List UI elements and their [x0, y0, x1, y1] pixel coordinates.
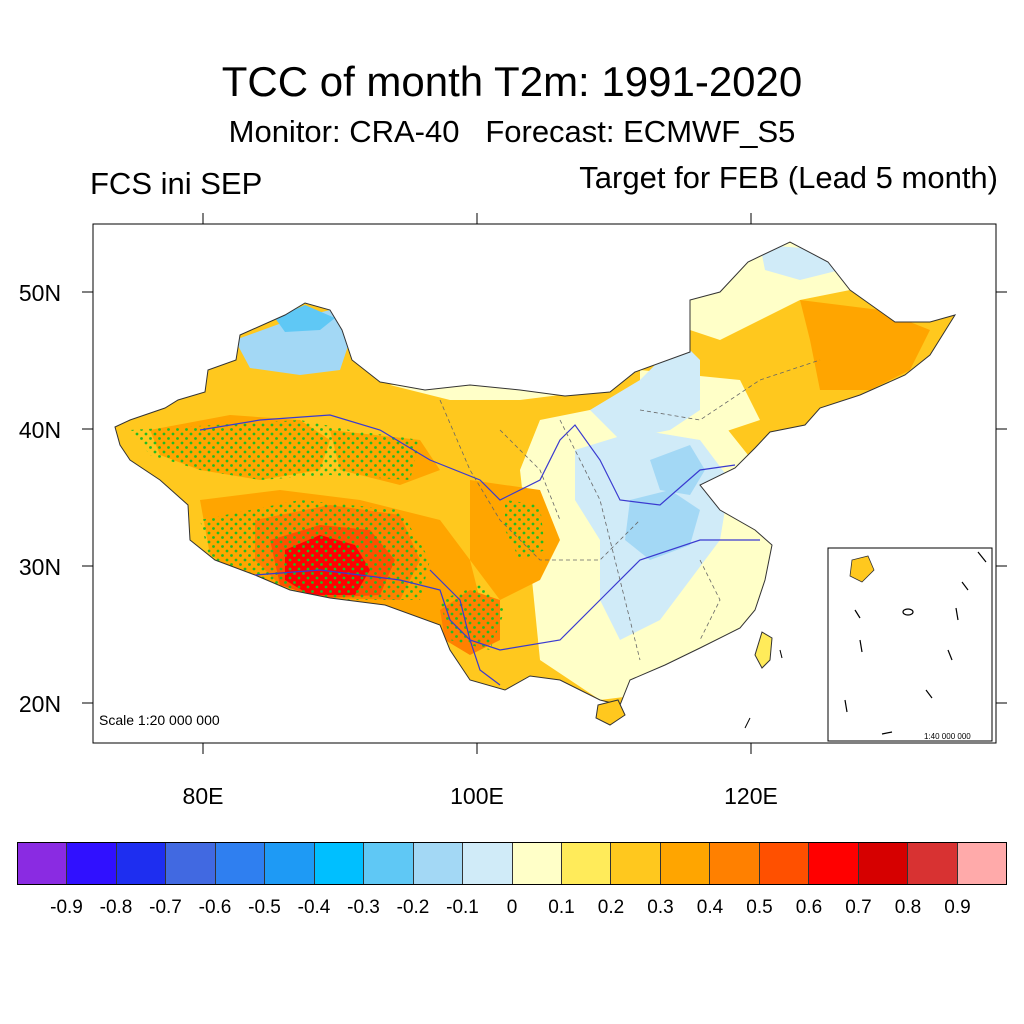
- forecast-init-label: FCS ini SEP: [90, 166, 263, 201]
- colorbar-swatch: [561, 843, 612, 884]
- colorbar-swatch: [166, 843, 216, 884]
- colorbar-label: 0.6: [795, 897, 823, 918]
- colorbar-label: 0.7: [845, 897, 872, 918]
- lat-tick-label: 30N: [19, 554, 61, 580]
- map-figure: 50N 40N 30N 20N 80E 100E 120E Scale 1:20…: [19, 213, 1007, 809]
- colorbar-label: 0.5: [746, 897, 773, 918]
- colorbar-swatch: [67, 843, 117, 884]
- colorbar-swatch: [858, 843, 909, 884]
- colorbar-label: 0.3: [647, 897, 674, 918]
- colorbar-label: 0.9: [944, 897, 971, 918]
- colorbar-label: -0.1: [446, 897, 479, 918]
- colorbar-swatch: [957, 843, 1007, 884]
- lat-tick-label: 40N: [19, 417, 61, 443]
- colorbar-label: -0.4: [297, 897, 331, 918]
- colorbar-label: -0.8: [99, 897, 133, 918]
- map-title: TCC of month T2m: 1991-2020: [221, 58, 803, 105]
- colorbar: [17, 842, 1007, 885]
- colorbar-swatch: [710, 843, 760, 884]
- colorbar-label: -0.2: [396, 897, 430, 918]
- colorbar-label: -0.3: [347, 897, 380, 918]
- target-label: Target for FEB (Lead 5 month): [579, 160, 998, 195]
- colorbar-label: 0.4: [696, 897, 724, 918]
- colorbar-label: 0.1: [548, 897, 575, 918]
- colorbar-swatch: [413, 843, 464, 884]
- colorbar-swatch: [116, 843, 167, 884]
- colorbar-swatch: [215, 843, 266, 884]
- lon-tick-label: 80E: [183, 783, 224, 809]
- colorbar-swatch: [512, 843, 562, 884]
- colorbar-swatch: [463, 843, 513, 884]
- south-china-sea-inset: 1:40 000 000: [827, 547, 993, 742]
- colorbar-label: -0.6: [198, 897, 232, 918]
- inset-scale-text: 1:40 000 000: [924, 732, 971, 741]
- scale-text: Scale 1:20 000 000: [99, 712, 220, 728]
- lat-tick-label: 20N: [19, 691, 61, 717]
- colorbar-swatch: [809, 843, 859, 884]
- colorbar-label: -0.7: [149, 897, 182, 918]
- lon-tick-label: 100E: [450, 783, 504, 809]
- map-subtitle: Monitor: CRA-40 Forecast: ECMWF_S5: [228, 114, 796, 149]
- colorbar-label: 0: [506, 897, 518, 918]
- colorbar-swatch: [364, 843, 414, 884]
- colorbar-swatch: [18, 843, 68, 884]
- colorbar-label: -0.5: [248, 897, 281, 918]
- lat-tick-label: 50N: [19, 280, 61, 306]
- colorbar-label: -0.9: [50, 897, 83, 918]
- colorbar-label: 0.8: [894, 897, 922, 918]
- lon-tick-label: 120E: [724, 783, 778, 809]
- colorbar-swatch: [314, 843, 365, 884]
- colorbar-swatch: [660, 843, 711, 884]
- colorbar-swatch: [611, 843, 661, 884]
- colorbar-swatch: [759, 843, 810, 884]
- colorbar-swatch: [908, 843, 958, 884]
- colorbar-swatch: [265, 843, 315, 884]
- colorbar-labels: -0.9 -0.8 -0.7 -0.6 -0.5 -0.4 -0.3 -0.2 -0.1 0 0.1…: [0, 897, 1024, 921]
- colorbar-label: 0.2: [597, 897, 625, 918]
